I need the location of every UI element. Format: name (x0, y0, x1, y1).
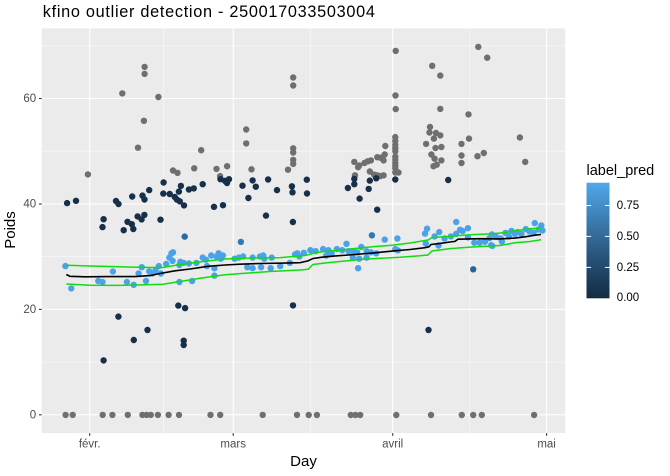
svg-text:avril: avril (382, 439, 403, 451)
svg-text:20: 20 (23, 304, 36, 316)
svg-text:0.75: 0.75 (617, 200, 639, 212)
svg-text:kfino outlier detection - 2500: kfino outlier detection - 25001703350300… (43, 3, 376, 21)
svg-text:mars: mars (220, 439, 246, 451)
svg-text:0.50: 0.50 (617, 231, 639, 243)
svg-text:Poids: Poids (2, 211, 19, 249)
svg-text:60: 60 (23, 93, 36, 105)
svg-text:0.00: 0.00 (617, 292, 639, 304)
svg-text:40: 40 (23, 199, 36, 211)
svg-text:label_pred: label_pred (587, 163, 655, 179)
svg-text:Day: Day (290, 453, 317, 470)
svg-text:févr.: févr. (79, 439, 101, 451)
svg-text:0: 0 (30, 409, 36, 421)
svg-text:0.25: 0.25 (617, 262, 639, 274)
svg-text:mai: mai (537, 439, 556, 451)
